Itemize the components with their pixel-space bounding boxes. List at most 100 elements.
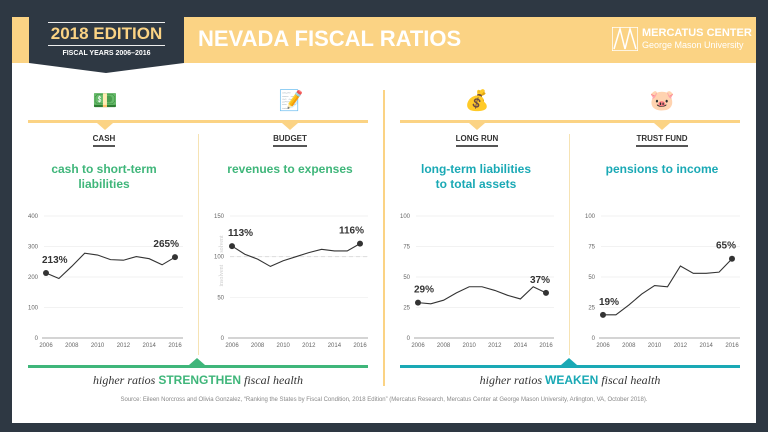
budget-document-icon: 📝 (278, 90, 304, 112)
strengthen-rule (28, 365, 368, 368)
start-data-label: 213% (42, 255, 68, 266)
end-data-label: 116% (339, 226, 364, 237)
start-data-label: 113% (228, 228, 253, 239)
badge-pointer (29, 63, 184, 73)
x-tick-label: 2016 (725, 343, 739, 349)
y-tick-label: 100 (214, 255, 225, 261)
x-tick-label: 2006 (411, 343, 425, 349)
category-trust-fund: TRUST FUND (602, 134, 722, 147)
x-tick-label: 2010 (463, 343, 477, 349)
strengthen-pointer (189, 358, 205, 365)
end-point (543, 289, 549, 296)
end-point (172, 254, 178, 261)
weaken-pointer (561, 358, 577, 365)
pointer-trust-fund (654, 123, 670, 130)
start-data-label: 19% (599, 297, 619, 308)
page-title: NEVADA FISCAL RATIOS (198, 26, 462, 51)
panel-divider (198, 134, 199, 355)
panel-title-cash: cash to short-term liabilities (51, 162, 157, 191)
y-tick-label: 100 (585, 214, 596, 220)
x-tick-label: 2014 (143, 343, 157, 349)
y-tick-label: 400 (28, 214, 39, 220)
x-tick-label: 2006 (225, 343, 239, 349)
x-tick-label: 2010 (648, 343, 662, 349)
category-budget: BUDGET (230, 134, 350, 147)
y-tick-label: 300 (28, 245, 39, 251)
y-tick-label: 75 (403, 245, 410, 251)
strengthen-note: higher ratios STRENGTHEN fiscal health (92, 373, 303, 387)
pointer-long-run (469, 123, 485, 130)
y-tick-label: 50 (403, 275, 410, 281)
x-tick-label: 2014 (700, 343, 714, 349)
solvent-label: solvent (219, 235, 225, 253)
pointer-cash (97, 123, 113, 130)
fiscal-years-label: FISCAL YEARS 2006–2016 (62, 50, 151, 57)
y-tick-label: 50 (588, 275, 595, 281)
insolvent-label: insolvent (219, 264, 225, 286)
x-tick-label: 2012 (117, 343, 131, 349)
end-point (357, 240, 363, 247)
weaken-rule (400, 365, 740, 368)
panel-title-budget: revenues to expenses (227, 162, 353, 176)
pointer-budget (282, 123, 298, 130)
start-point (415, 299, 421, 306)
x-tick-label: 2010 (277, 343, 291, 349)
edition-label: 2018 EDITION (48, 22, 165, 46)
x-tick-label: 2012 (674, 343, 688, 349)
stacked-money-icon: 💰 (464, 90, 490, 112)
category-long-run: LONG RUN (417, 134, 537, 147)
logo-line1: MERCATUS CENTER (642, 27, 752, 39)
end-data-label: 65% (716, 241, 736, 252)
x-tick-label: 2006 (39, 343, 53, 349)
series-line (603, 258, 733, 316)
x-tick-label: 2012 (302, 343, 316, 349)
start-point (600, 311, 606, 318)
edition-badge: 2018 EDITION FISCAL YEARS 2006–2016 (29, 17, 184, 63)
right-yellow-rule (400, 120, 740, 123)
series-line (231, 243, 361, 268)
logo-line2: George Mason University (642, 40, 744, 50)
x-tick-label: 2014 (328, 343, 342, 349)
cash-coins-icon: 💵 (92, 90, 118, 112)
x-tick-label: 2014 (514, 343, 528, 349)
series-line (417, 286, 547, 305)
mercatus-logo: MERCATUS CENTER George Mason University (612, 27, 752, 51)
x-tick-label: 2008 (437, 343, 451, 349)
y-tick-label: 25 (588, 306, 595, 312)
mercatus-logo-mark-icon (612, 27, 638, 51)
center-divider (383, 90, 385, 386)
series-line (45, 252, 176, 280)
y-tick-label: 0 (407, 336, 411, 342)
x-tick-label: 2010 (91, 343, 105, 349)
category-cash: CASH (44, 134, 164, 147)
start-point (229, 243, 235, 250)
end-data-label: 265% (153, 239, 179, 250)
y-tick-label: 200 (28, 275, 39, 281)
y-tick-label: 100 (400, 214, 411, 220)
y-tick-label: 50 (217, 295, 224, 301)
y-tick-label: 0 (221, 336, 225, 342)
source-citation: Source: Eileen Norcross and Olivia Gonza… (120, 397, 648, 403)
x-tick-label: 2016 (168, 343, 182, 349)
x-tick-label: 2016 (539, 343, 553, 349)
y-tick-label: 0 (35, 336, 39, 342)
end-data-label: 37% (530, 275, 550, 286)
x-tick-label: 2006 (596, 343, 610, 349)
x-tick-label: 2008 (622, 343, 636, 349)
panel-divider (569, 134, 570, 355)
panel-title-trust-fund: pensions to income (605, 162, 719, 176)
y-tick-label: 25 (403, 306, 410, 312)
start-data-label: 29% (414, 285, 434, 296)
y-tick-label: 75 (588, 245, 595, 251)
weaken-note: higher ratios WEAKEN fiscal health (479, 373, 661, 387)
x-tick-label: 2008 (65, 343, 79, 349)
x-tick-label: 2012 (488, 343, 502, 349)
y-tick-label: 0 (592, 336, 596, 342)
x-tick-label: 2008 (251, 343, 265, 349)
start-point (43, 270, 49, 277)
y-tick-label: 100 (28, 306, 39, 312)
y-tick-label: 150 (214, 214, 225, 220)
x-tick-label: 2016 (353, 343, 367, 349)
panel-title-long-run: long-term liabilities to total assets (420, 162, 531, 191)
